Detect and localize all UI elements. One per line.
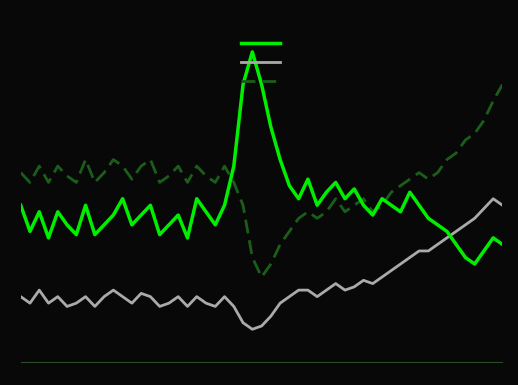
- Legend: , , : , ,: [241, 37, 282, 88]
